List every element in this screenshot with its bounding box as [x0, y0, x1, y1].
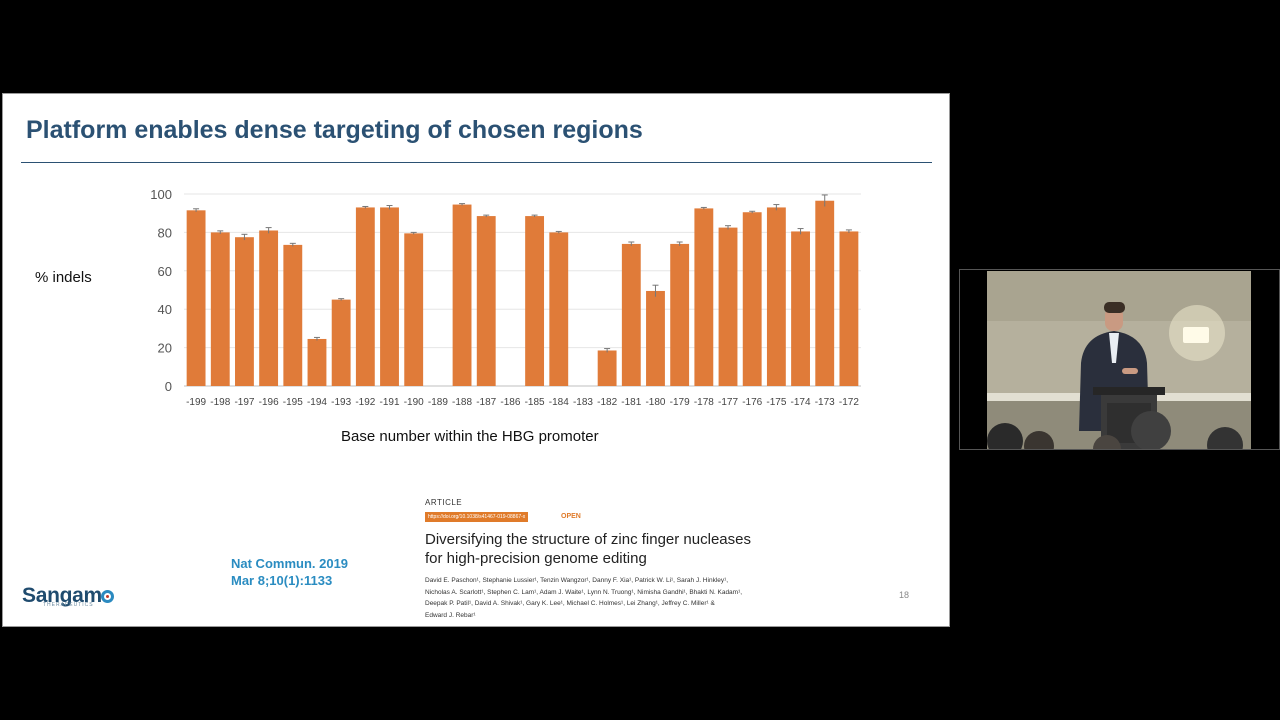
- presentation-slide: Platform enables dense targeting of chos…: [2, 93, 950, 627]
- x-tick-label: -197: [234, 397, 254, 408]
- bar: [549, 232, 569, 386]
- x-tick-label: -177: [718, 397, 738, 408]
- paper-type-label: ARTICLE: [425, 498, 463, 507]
- y-tick-label: 0: [165, 379, 172, 394]
- bar: [452, 204, 472, 386]
- paper-title-line-1: Diversifying the structure of zinc finge…: [425, 531, 751, 548]
- bar: [259, 230, 279, 386]
- bar: [404, 233, 424, 386]
- x-tick-label: -188: [452, 397, 472, 408]
- x-tick-label: -193: [331, 397, 351, 408]
- speaker-scene-image: [987, 271, 1251, 449]
- journal-ref-line-2: Mar 8;10(1):1133: [231, 573, 333, 588]
- y-tick-label: 60: [158, 264, 172, 279]
- x-tick-label: -198: [210, 397, 230, 408]
- x-tick-label: -183: [573, 397, 593, 408]
- title-divider: [21, 162, 932, 163]
- paper-title: Diversifying the structure of zinc finge…: [425, 530, 805, 568]
- bar: [235, 237, 254, 386]
- x-tick-label: -176: [742, 397, 762, 408]
- x-tick-label: -181: [621, 397, 641, 408]
- bar: [815, 200, 835, 386]
- bar: [380, 207, 399, 386]
- paper-links: https://doi.org/10.1038/s41467-019-08867…: [425, 512, 805, 524]
- x-axis-label: Base number within the HBG promoter: [341, 428, 599, 445]
- speaker-video-pane: [959, 269, 1280, 450]
- bar: [621, 243, 641, 386]
- x-tick-label: -194: [307, 397, 327, 408]
- bar: [766, 207, 786, 386]
- bar: [355, 207, 375, 386]
- y-tick-label: 20: [158, 341, 172, 356]
- x-tick-label: -172: [839, 397, 859, 408]
- x-tick-label: -195: [283, 397, 303, 408]
- y-tick-label: 40: [158, 302, 172, 317]
- x-tick-label: -174: [791, 397, 811, 408]
- x-tick-label: -185: [525, 397, 545, 408]
- paper-citation: ARTICLE https://doi.org/10.1038/s41467-0…: [425, 498, 805, 621]
- x-tick-label: -191: [380, 397, 400, 408]
- doi-link[interactable]: https://doi.org/10.1038/s41467-019-08867…: [425, 512, 529, 522]
- author-line: Edward J. Rebar¹: [425, 611, 476, 619]
- bar: [283, 244, 303, 386]
- bar: [210, 232, 230, 386]
- x-tick-label: -180: [645, 397, 665, 408]
- bar: [839, 231, 859, 386]
- author-line: David E. Paschon¹, Stephanie Lussier¹, T…: [425, 577, 729, 584]
- paper-title-line-2: for high-precision genome editing: [425, 550, 647, 567]
- journal-ref-line-1: Nat Commun. 2019: [231, 556, 349, 571]
- bar: [331, 299, 351, 386]
- journal-reference: Nat Commun. 2019 Mar 8;10(1):1133: [231, 555, 348, 589]
- author-line: Deepak P. Patil¹, David A. Shivak¹, Gary…: [425, 600, 715, 607]
- x-tick-label: -179: [670, 397, 690, 408]
- page-number: 18: [899, 590, 910, 600]
- bar: [742, 212, 762, 386]
- speaker-video-frame: [987, 271, 1251, 449]
- x-tick-label: -182: [597, 397, 617, 408]
- bar: [525, 216, 545, 386]
- bar: [791, 231, 810, 386]
- y-tick-label: 80: [158, 225, 172, 240]
- author-line: Nicholas A. Scarlott¹, Stephen C. Lam¹, …: [425, 588, 743, 596]
- bar: [718, 227, 738, 386]
- bar: [186, 210, 206, 386]
- bar: [646, 290, 665, 386]
- x-tick-label: -175: [766, 397, 786, 408]
- open-access-label: OPEN: [561, 513, 581, 520]
- bar: [307, 338, 327, 386]
- x-tick-label: -196: [259, 397, 279, 408]
- y-tick-label: 100: [150, 187, 172, 202]
- bar: [670, 243, 690, 386]
- bar: [694, 208, 714, 386]
- x-tick-label: -184: [549, 397, 569, 408]
- x-tick-label: -190: [404, 397, 424, 408]
- bar: [597, 350, 617, 386]
- x-tick-label: -173: [815, 397, 835, 408]
- logo-text: Sangam: [22, 584, 102, 607]
- slide-title: Platform enables dense targeting of chos…: [26, 116, 643, 144]
- indels-bar-chart: 0 20 40 60 80 100 -199 -198 -197 -196 -195 -194 -193…: [150, 187, 861, 408]
- y-axis-label: % indels: [35, 269, 92, 286]
- logo-subtext: THERAPEUTICS: [43, 602, 94, 608]
- bar: [476, 216, 496, 386]
- x-tick-label: -192: [355, 397, 375, 408]
- x-tick-label: -189: [428, 397, 448, 408]
- company-logo: Sangam: [22, 584, 114, 608]
- logo-o-mark-icon: [100, 590, 114, 603]
- x-tick-label: -186: [500, 397, 520, 408]
- paper-authors: David E. Paschon¹, Stephanie Lussier¹, T…: [425, 575, 805, 621]
- x-tick-label: -178: [694, 397, 714, 408]
- x-tick-label: -187: [476, 397, 496, 408]
- x-tick-label: -199: [186, 397, 206, 408]
